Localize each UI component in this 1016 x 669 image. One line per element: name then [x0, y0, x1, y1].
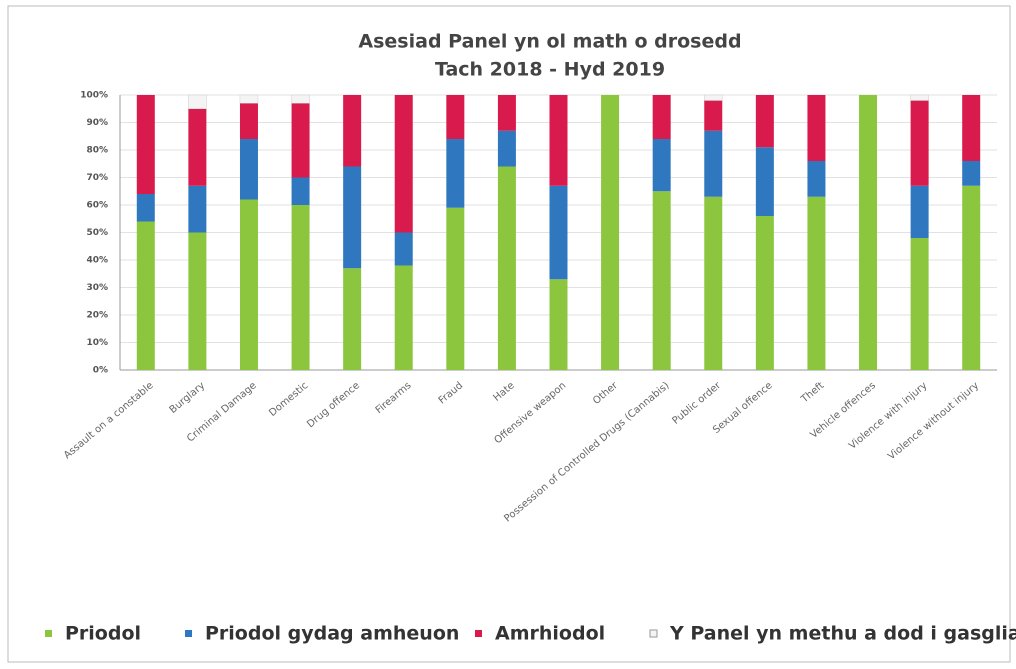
bar-segment	[239, 139, 258, 200]
y-tick-label: 30%	[86, 283, 108, 293]
y-tick-label: 60%	[86, 201, 108, 211]
bar-segment	[549, 95, 568, 186]
bar-segment	[807, 196, 826, 370]
bar-segment	[239, 199, 258, 370]
legend-label: Priodol gydag amheuon	[205, 623, 459, 645]
bar-segment	[704, 94, 723, 101]
bar-segment	[394, 265, 413, 370]
bar-segment	[188, 94, 207, 109]
y-tick-label: 10%	[86, 338, 108, 348]
bar-segment	[549, 185, 568, 280]
bar-segment	[136, 95, 155, 194]
y-tick-label: 0%	[93, 366, 108, 376]
bar-segment	[704, 100, 723, 131]
bar-segment	[394, 232, 413, 266]
bar-segment	[962, 185, 981, 370]
bar-segment	[136, 194, 155, 222]
legend-swatch	[649, 629, 658, 638]
bar-segment	[446, 207, 465, 370]
y-tick-label: 40%	[86, 256, 108, 266]
bar-segment	[394, 95, 413, 233]
bar-segment	[910, 185, 929, 238]
legend-swatch	[45, 630, 52, 637]
y-tick-label: 50%	[86, 228, 108, 238]
legend-swatch	[475, 630, 482, 637]
y-tick-label: 90%	[86, 118, 108, 128]
bar-segment	[962, 161, 981, 186]
bar-segment	[291, 94, 310, 104]
bar-segment	[188, 108, 207, 186]
bar-segment	[239, 103, 258, 139]
bar-segment	[497, 130, 516, 167]
legend-label: Amrhiodol	[495, 623, 605, 645]
y-tick-label: 100%	[80, 91, 108, 101]
bar-segment	[910, 100, 929, 186]
bar-segment	[446, 139, 465, 208]
bar-segment	[291, 177, 310, 205]
legend-label: Y Panel yn methu a dod i gasgliad	[669, 623, 1016, 645]
bar-segment	[343, 268, 362, 370]
bar-segment	[910, 238, 929, 370]
bar-segment	[239, 94, 259, 104]
bar-segment	[188, 185, 207, 233]
bar-segment	[188, 232, 207, 370]
bar-segment	[136, 221, 155, 370]
bar-segment	[704, 130, 723, 197]
bar-segment	[755, 147, 774, 216]
bar-segment	[291, 205, 310, 370]
bar-segment	[652, 139, 671, 192]
chart-subtitle: Tach 2018 - Hyd 2019	[435, 59, 665, 81]
bar-segment	[446, 95, 465, 139]
bar-segment	[807, 161, 826, 197]
bar-segment	[962, 95, 981, 161]
bar-segment	[497, 95, 516, 131]
y-tick-label: 80%	[86, 146, 108, 156]
bar-segment	[755, 95, 774, 148]
bar-segment	[343, 95, 362, 167]
bar-segment	[807, 95, 826, 161]
legend-swatch	[185, 630, 192, 637]
y-tick-label: 70%	[86, 173, 108, 183]
bar-segment	[601, 95, 620, 370]
bar-segment	[291, 103, 310, 178]
bar-segment	[652, 191, 671, 370]
bar-segment	[343, 166, 362, 269]
y-tick-label: 20%	[86, 311, 108, 321]
bar-segment	[755, 216, 774, 370]
bar-segment	[497, 166, 516, 370]
bar-segment	[910, 94, 929, 101]
bar-segment	[549, 279, 568, 370]
bar-segment	[652, 95, 671, 139]
chart-title: Asesiad Panel yn ol math o drosedd	[358, 31, 741, 53]
bar-segment	[704, 196, 723, 370]
bar-segment	[859, 95, 878, 370]
legend-label: Priodol	[65, 623, 141, 645]
